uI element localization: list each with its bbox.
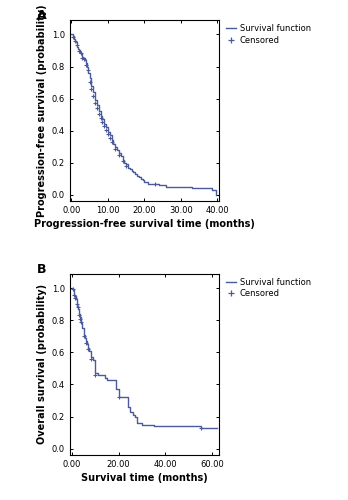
Text: B: B: [37, 263, 46, 276]
Text: A: A: [37, 9, 46, 22]
X-axis label: Survival time (months): Survival time (months): [81, 473, 208, 483]
Y-axis label: Progression-free survival (probability): Progression-free survival (probability): [37, 4, 47, 217]
X-axis label: Progression-free survival time (months): Progression-free survival time (months): [34, 220, 255, 230]
Y-axis label: Overall survival (probability): Overall survival (probability): [37, 284, 47, 444]
Legend: Survival function, Censored: Survival function, Censored: [227, 24, 311, 44]
Legend: Survival function, Censored: Survival function, Censored: [227, 278, 311, 298]
